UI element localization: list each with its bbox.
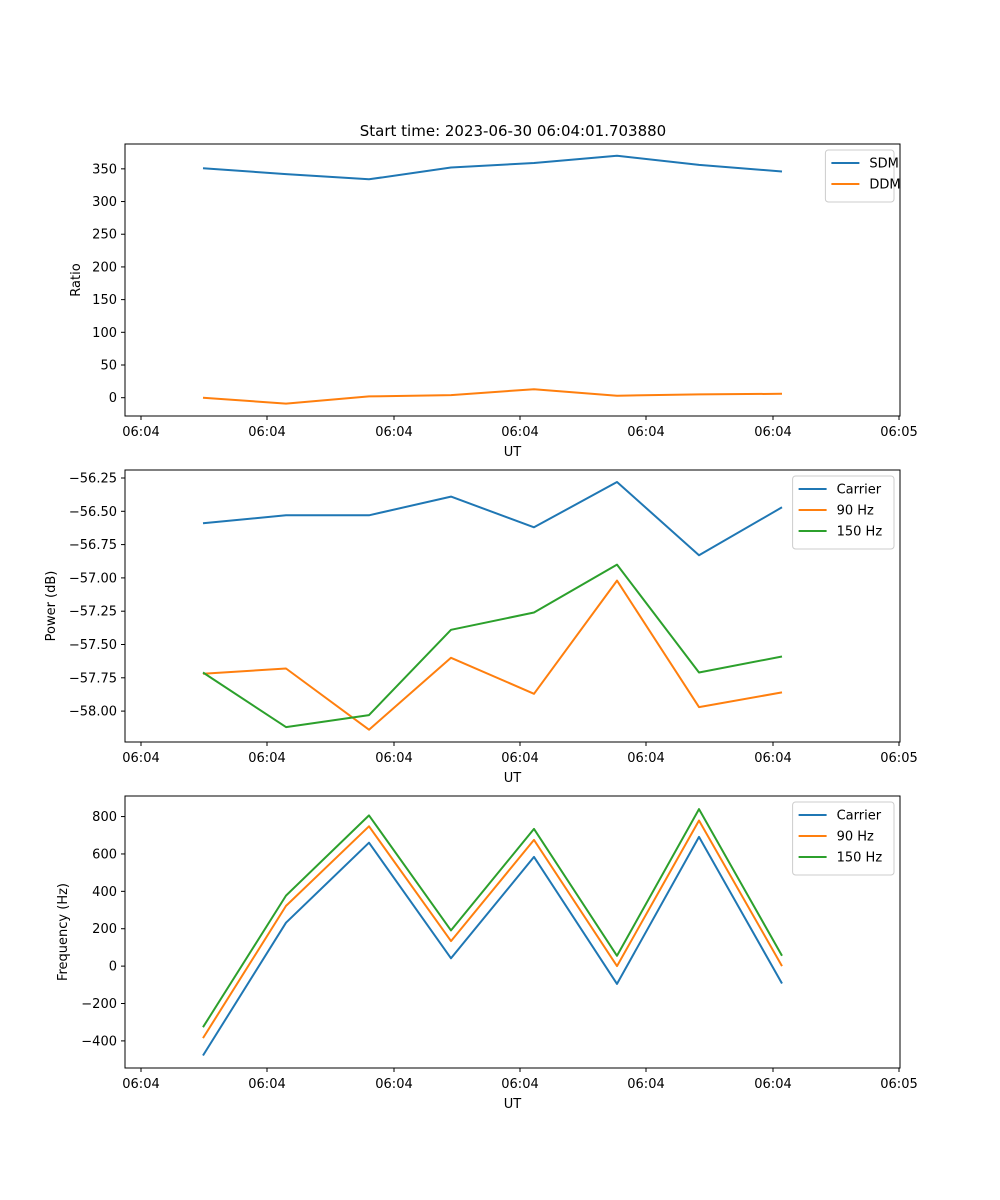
ratio-ytick-label: 200 [92, 260, 117, 275]
power-series-carrier-line [202, 481, 783, 557]
frequency-ytick-label: 0 [109, 960, 117, 975]
frequency-xtick-label: 06:04 [248, 1077, 285, 1092]
power-series-90-hz-line [202, 579, 783, 731]
ratio-axes-frame [124, 143, 901, 417]
frequency-panel: −400 −200 0 200 400 600 800 06:04 06:04 06:04 06:0… [56, 795, 918, 1112]
power-legend-label-90-hz: 90 Hz [837, 504, 874, 519]
power-legend-label-carrier: Carrier [837, 483, 882, 498]
frequency-legend: Carrier 90 Hz 150 Hz [792, 801, 895, 876]
power-legend: Carrier 90 Hz 150 Hz [792, 475, 895, 550]
power-xtick-label: 06:05 [880, 751, 917, 766]
ratio-xtick-label: 06:05 [880, 425, 917, 440]
ratio-series-ddm-line [202, 388, 783, 405]
ratio-legend-label-sdm: SDM [869, 157, 898, 172]
ratio-xtick-label: 06:04 [754, 425, 791, 440]
power-ytick-label: −57.75 [69, 671, 117, 686]
power-xlabel: UT [504, 771, 522, 786]
ratio-ytick-label: 0 [109, 391, 117, 406]
frequency-axes-frame [124, 795, 901, 1069]
power-xtick-label: 06:04 [122, 751, 159, 766]
power-panel: −58.00 −57.75 −57.50 −57.25 −57.00 −56.75 −56.… [44, 469, 918, 786]
power-xtick-label: 06:04 [375, 751, 412, 766]
ratio-ylabel: Ratio [69, 263, 84, 296]
power-legend-label-150-hz: 150 Hz [837, 525, 883, 540]
frequency-ytick-label: 600 [92, 847, 117, 862]
frequency-xtick-label: 06:05 [880, 1077, 917, 1092]
ratio-ytick-label: 350 [92, 162, 117, 177]
ratio-ytick-label: 150 [92, 293, 117, 308]
power-xtick-label: 06:04 [627, 751, 664, 766]
power-ytick-label: −57.00 [69, 571, 117, 586]
power-ylabel: Power (dB) [44, 571, 59, 642]
power-axes-frame [124, 469, 901, 743]
frequency-xtick-label: 06:04 [501, 1077, 538, 1092]
frequency-ytick-label: −200 [81, 997, 117, 1012]
power-ytick-label: −57.50 [69, 638, 117, 653]
ratio-xtick-label: 06:04 [248, 425, 285, 440]
frequency-xtick-label: 06:04 [375, 1077, 412, 1092]
power-ytick-label: −58.00 [69, 705, 117, 720]
frequency-legend-label-carrier: Carrier [837, 809, 882, 824]
frequency-ytick-label: −400 [81, 1034, 117, 1049]
frequency-legend-label-90-hz: 90 Hz [837, 830, 874, 845]
ratio-xtick-label: 06:04 [627, 425, 664, 440]
ratio-ytick-label: 250 [92, 228, 117, 243]
power-series-150-hz-line [202, 563, 783, 729]
ratio-legend: SDM DDM [824, 149, 901, 203]
frequency-ytick-label: 800 [92, 810, 117, 825]
frequency-series-carrier-line [202, 835, 783, 1057]
power-ytick-label: −56.75 [69, 538, 117, 553]
frequency-ylabel: Frequency (Hz) [56, 883, 71, 981]
power-xtick-label: 06:04 [754, 751, 791, 766]
frequency-legend-label-150-hz: 150 Hz [837, 851, 883, 866]
power-xtick-label: 06:04 [501, 751, 538, 766]
frequency-xtick-label: 06:04 [754, 1077, 791, 1092]
power-ytick-label: −57.25 [69, 605, 117, 620]
ratio-xtick-label: 06:04 [501, 425, 538, 440]
frequency-xtick-label: 06:04 [122, 1077, 159, 1092]
figure-title: Start time: 2023-06-30 06:04:01.703880 [360, 122, 666, 140]
ratio-legend-label-ddm: DDM [869, 178, 900, 193]
power-ytick-label: −56.25 [69, 471, 117, 486]
ratio-ytick-label: 100 [92, 326, 117, 341]
frequency-ytick-label: 400 [92, 885, 117, 900]
frequency-ytick-label: 200 [92, 922, 117, 937]
power-ytick-label: −56.50 [69, 505, 117, 520]
ratio-panel: 0 50 100 150 200 250 300 350 06:04 06:04 06:04 06:0… [69, 143, 918, 460]
ratio-xtick-label: 06:04 [122, 425, 159, 440]
frequency-series-90-hz-line [202, 819, 783, 1039]
ratio-xtick-label: 06:04 [375, 425, 412, 440]
ratio-ytick-label: 300 [92, 195, 117, 210]
ratio-ytick-label: 50 [100, 359, 117, 374]
ratio-xlabel: UT [504, 445, 522, 460]
frequency-series-150-hz-line [202, 808, 783, 1028]
frequency-xtick-label: 06:04 [627, 1077, 664, 1092]
power-xtick-label: 06:04 [248, 751, 285, 766]
ratio-series-sdm-line [202, 154, 783, 181]
frequency-xlabel: UT [504, 1097, 522, 1112]
